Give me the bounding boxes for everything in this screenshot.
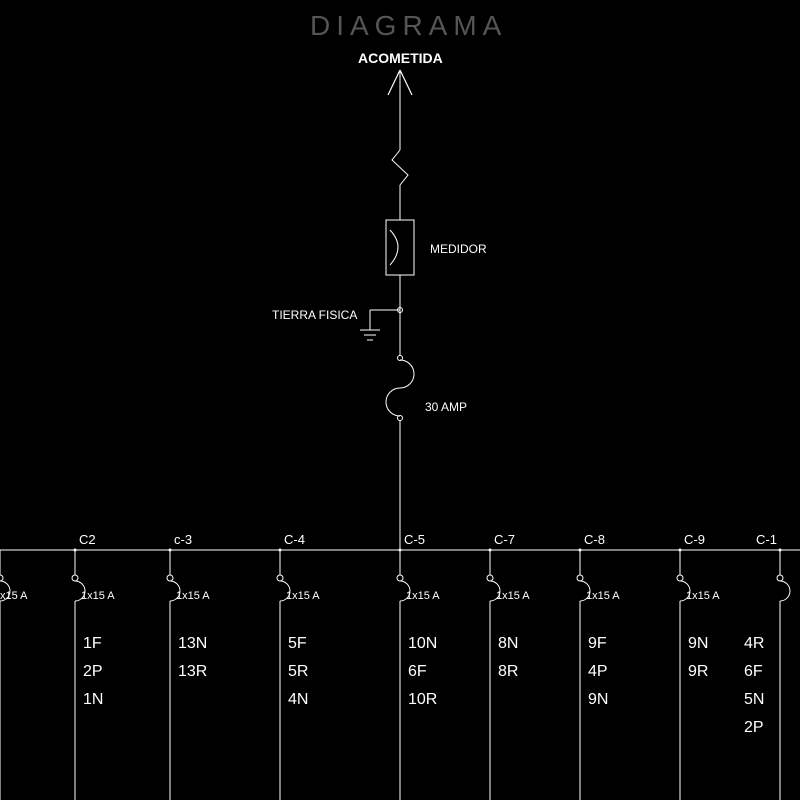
circuit-name: c-3	[174, 532, 192, 547]
circuit-amp: 1x15 A	[176, 590, 210, 602]
circuit-name: C-8	[584, 532, 605, 547]
circuit-load: 8R	[498, 663, 518, 681]
circuit-load: 10N	[408, 635, 437, 653]
circuit-name: C-4	[284, 532, 305, 547]
circuit-load: 13R	[178, 663, 207, 681]
circuit-load: 13N	[178, 635, 207, 653]
circuit-load: 5F	[288, 635, 307, 653]
circuit-amp: 1x15 A	[286, 590, 320, 602]
circuit-load: 9F	[588, 635, 607, 653]
circuit-name: C2	[79, 532, 96, 547]
circuit-load: 9N	[688, 635, 708, 653]
circuit-load: 8N	[498, 635, 518, 653]
circuit-amp: 1x15 A	[496, 590, 530, 602]
circuit-name: C-7	[494, 532, 515, 547]
circuit-amp: 1x15 A	[686, 590, 720, 602]
circuit-load: 1N	[83, 691, 103, 709]
circuit-load: 4N	[288, 691, 308, 709]
circuit-amp: 1x15 A	[81, 590, 115, 602]
circuit-amp: 1x15 A	[406, 590, 440, 602]
circuit-load: 10R	[408, 691, 437, 709]
circuit-name: C-1	[756, 532, 777, 547]
circuit-load: 2P	[83, 663, 103, 681]
circuit-load: 4P	[588, 663, 608, 681]
circuit-load: 1F	[83, 635, 102, 653]
circuit-load: 9R	[688, 663, 708, 681]
circuit-name: C-5	[404, 532, 425, 547]
electrical-diagram	[0, 0, 800, 800]
circuit-load: 6F	[744, 663, 763, 681]
circuit-amp: 1x15 A	[586, 590, 620, 602]
circuit-load: 2P	[744, 719, 764, 737]
circuit-amp: x15 A	[0, 590, 28, 602]
circuit-load: 6F	[408, 663, 427, 681]
circuit-name: C-9	[684, 532, 705, 547]
circuit-load: 4R	[744, 635, 764, 653]
circuit-load: 5N	[744, 691, 764, 709]
circuit-load: 9N	[588, 691, 608, 709]
circuit-load: 5R	[288, 663, 308, 681]
